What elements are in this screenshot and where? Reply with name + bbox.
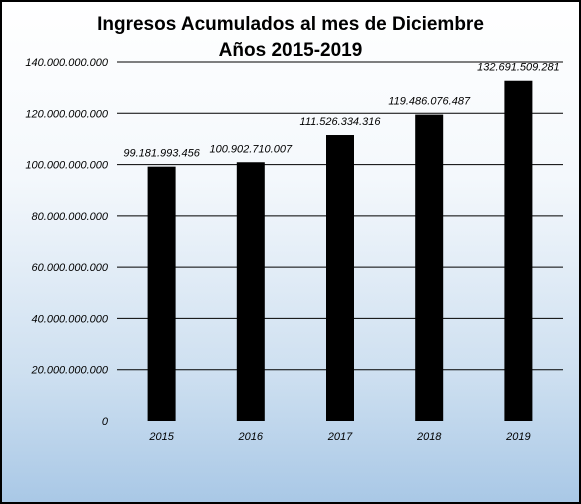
bar-2016: [236, 162, 265, 421]
y-tick-label: 80.000.000.000: [32, 211, 109, 223]
y-tick-label: 120.000.000.000: [25, 108, 108, 120]
x-tick-label: 2018: [416, 431, 442, 443]
y-tick-label: 40.000.000.000: [32, 313, 109, 325]
y-tick-label: 140.000.000.000: [25, 57, 108, 69]
data-label: 132.691.509.281: [477, 62, 560, 74]
y-tick-label: 100.000.000.000: [25, 160, 108, 172]
bar-2018: [415, 114, 444, 421]
x-axis-ticks: 2015 2016 2017 2018 2019: [148, 431, 530, 443]
bar-2017: [326, 135, 354, 421]
data-labels: 99.181.993.456 100.902.710.007 111.526.334…: [123, 62, 559, 160]
chart-subtitle: Años 2015-2019: [218, 40, 363, 61]
chart-title: Ingresos Acumulados al mes de Diciembre: [97, 14, 484, 35]
bars: [147, 80, 533, 421]
bar-2015: [147, 166, 176, 421]
y-axis-ticks: 0 20.000.000.000 40.000.000.000 60.000.000.…: [25, 57, 108, 428]
chart-title-block: Ingresos Acumulados al mes de Diciembre …: [2, 12, 579, 64]
data-label: 99.181.993.456: [123, 148, 200, 160]
x-tick-label: 2015: [148, 431, 174, 443]
data-label: 100.902.710.007: [210, 143, 293, 155]
y-tick-label: 0: [102, 416, 109, 428]
x-tick-label: 2017: [327, 431, 353, 443]
y-tick-label: 20.000.000.000: [31, 365, 109, 377]
x-tick-label: 2019: [505, 431, 530, 443]
data-label: 111.526.334.316: [300, 116, 382, 128]
bar-2019: [504, 80, 533, 421]
x-tick-label: 2016: [238, 431, 264, 443]
y-tick-label: 60.000.000.000: [32, 262, 109, 274]
data-label: 119.486.076.487: [388, 96, 471, 108]
